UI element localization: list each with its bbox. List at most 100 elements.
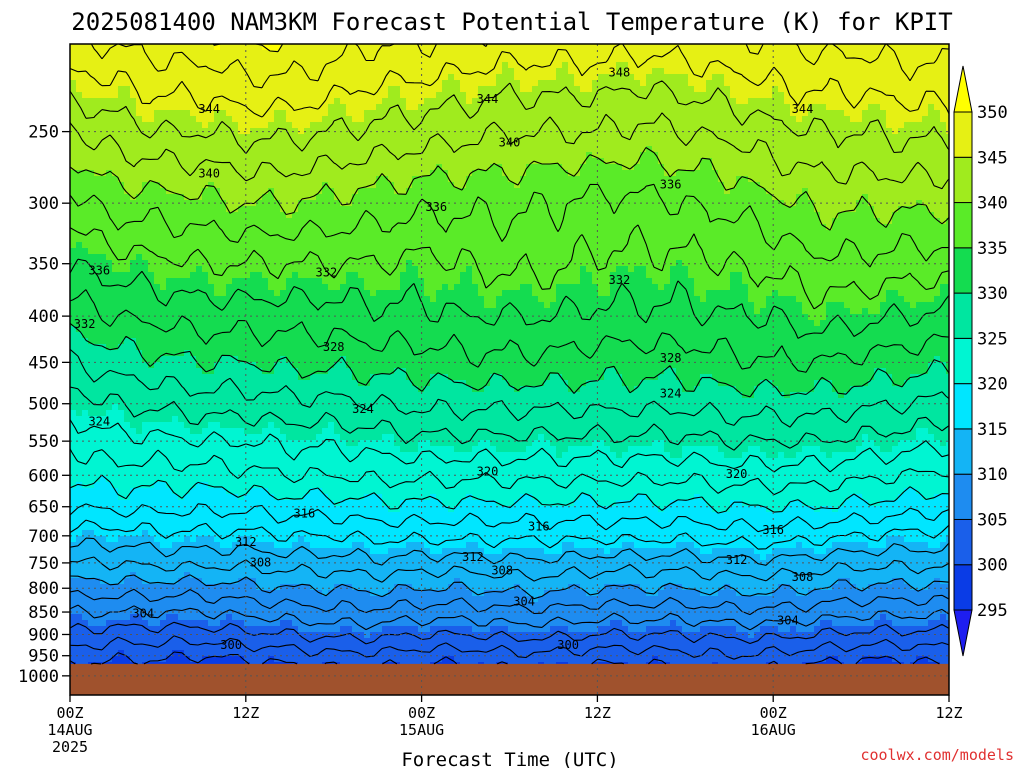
fill-cell (178, 512, 185, 519)
fill-cell (256, 356, 263, 363)
fill-cell (262, 86, 269, 93)
fill-cell (118, 614, 125, 621)
fill-cell (316, 50, 323, 57)
fill-cell (292, 98, 299, 105)
fill-cell (340, 284, 347, 291)
fill-cell (274, 332, 281, 339)
fill-cell (238, 446, 245, 453)
fill-cell (268, 380, 275, 387)
fill-cell (166, 92, 173, 99)
fill-cell (250, 446, 257, 453)
fill-cell (70, 314, 77, 321)
fill-cell (142, 308, 149, 315)
fill-cell (280, 422, 287, 429)
fill-cell (256, 536, 263, 543)
fill-cell (238, 422, 245, 429)
fill-cell (166, 398, 173, 405)
fill-cell (226, 572, 233, 579)
fill-cell (88, 116, 95, 123)
fill-cell (340, 272, 347, 279)
fill-cell (244, 194, 251, 201)
fill-cell (346, 428, 353, 435)
fill-cell (226, 314, 233, 321)
fill-cell (76, 278, 83, 285)
fill-cell (298, 86, 305, 93)
fill-cell (184, 542, 191, 549)
fill-cell (214, 500, 221, 507)
fill-cell (274, 230, 281, 237)
fill-cell (304, 362, 311, 369)
fill-cell (94, 566, 101, 573)
fill-cell (208, 308, 215, 315)
fill-cell (334, 338, 341, 345)
fill-cell (340, 554, 347, 561)
fill-cell (304, 590, 311, 597)
fill-cell (136, 98, 143, 105)
fill-cell (334, 74, 341, 81)
fill-cell (268, 242, 275, 249)
fill-cell (148, 434, 155, 441)
fill-cell (118, 44, 125, 51)
fill-cell (160, 380, 167, 387)
fill-cell (358, 44, 365, 51)
fill-cell (214, 560, 221, 567)
fill-cell (232, 158, 239, 165)
fill-cell (196, 626, 203, 633)
fill-cell (268, 542, 275, 549)
fill-cell (232, 260, 239, 267)
fill-cell (112, 188, 119, 195)
fill-cell (208, 230, 215, 237)
fill-cell (292, 494, 299, 501)
fill-cell (172, 302, 179, 309)
fill-cell (196, 452, 203, 459)
fill-cell (244, 212, 251, 219)
fill-cell (334, 50, 341, 57)
fill-cell (76, 194, 83, 201)
fill-cell (220, 164, 227, 171)
fill-cell (88, 242, 95, 249)
fill-cell (208, 182, 215, 189)
fill-cell (322, 398, 329, 405)
fill-cell (268, 56, 275, 63)
fill-cell (316, 416, 323, 423)
fill-cell (352, 482, 359, 489)
fill-cell (190, 368, 197, 375)
fill-cell (250, 272, 257, 279)
fill-cell (352, 398, 359, 405)
fill-cell (280, 116, 287, 123)
fill-cell (292, 452, 299, 459)
fill-cell (130, 380, 137, 387)
fill-cell (184, 380, 191, 387)
fill-cell (268, 302, 275, 309)
fill-cell (202, 512, 209, 519)
fill-cell (322, 308, 329, 315)
fill-cell (196, 146, 203, 153)
fill-cell (226, 308, 233, 315)
fill-cell (148, 128, 155, 135)
fill-cell (316, 596, 323, 603)
fill-cell (322, 488, 329, 495)
fill-cell (142, 626, 149, 633)
fill-cell (166, 518, 173, 525)
fill-cell (352, 62, 359, 69)
fill-cell (94, 608, 101, 615)
fill-cell (292, 200, 299, 207)
fill-cell (178, 524, 185, 531)
fill-cell (154, 488, 161, 495)
fill-cell (118, 176, 125, 183)
fill-cell (268, 392, 275, 399)
fill-cell (310, 332, 317, 339)
fill-cell (238, 56, 245, 63)
fill-cell (160, 608, 167, 615)
fill-cell (256, 650, 263, 657)
fill-cell (322, 206, 329, 213)
fill-cell (148, 278, 155, 285)
fill-cell (352, 662, 359, 665)
fill-cell (166, 476, 173, 483)
fill-cell (106, 542, 113, 549)
fill-cell (190, 398, 197, 405)
fill-cell (346, 584, 353, 591)
fill-cell (322, 176, 329, 183)
fill-cell (148, 86, 155, 93)
fill-cell (136, 584, 143, 591)
